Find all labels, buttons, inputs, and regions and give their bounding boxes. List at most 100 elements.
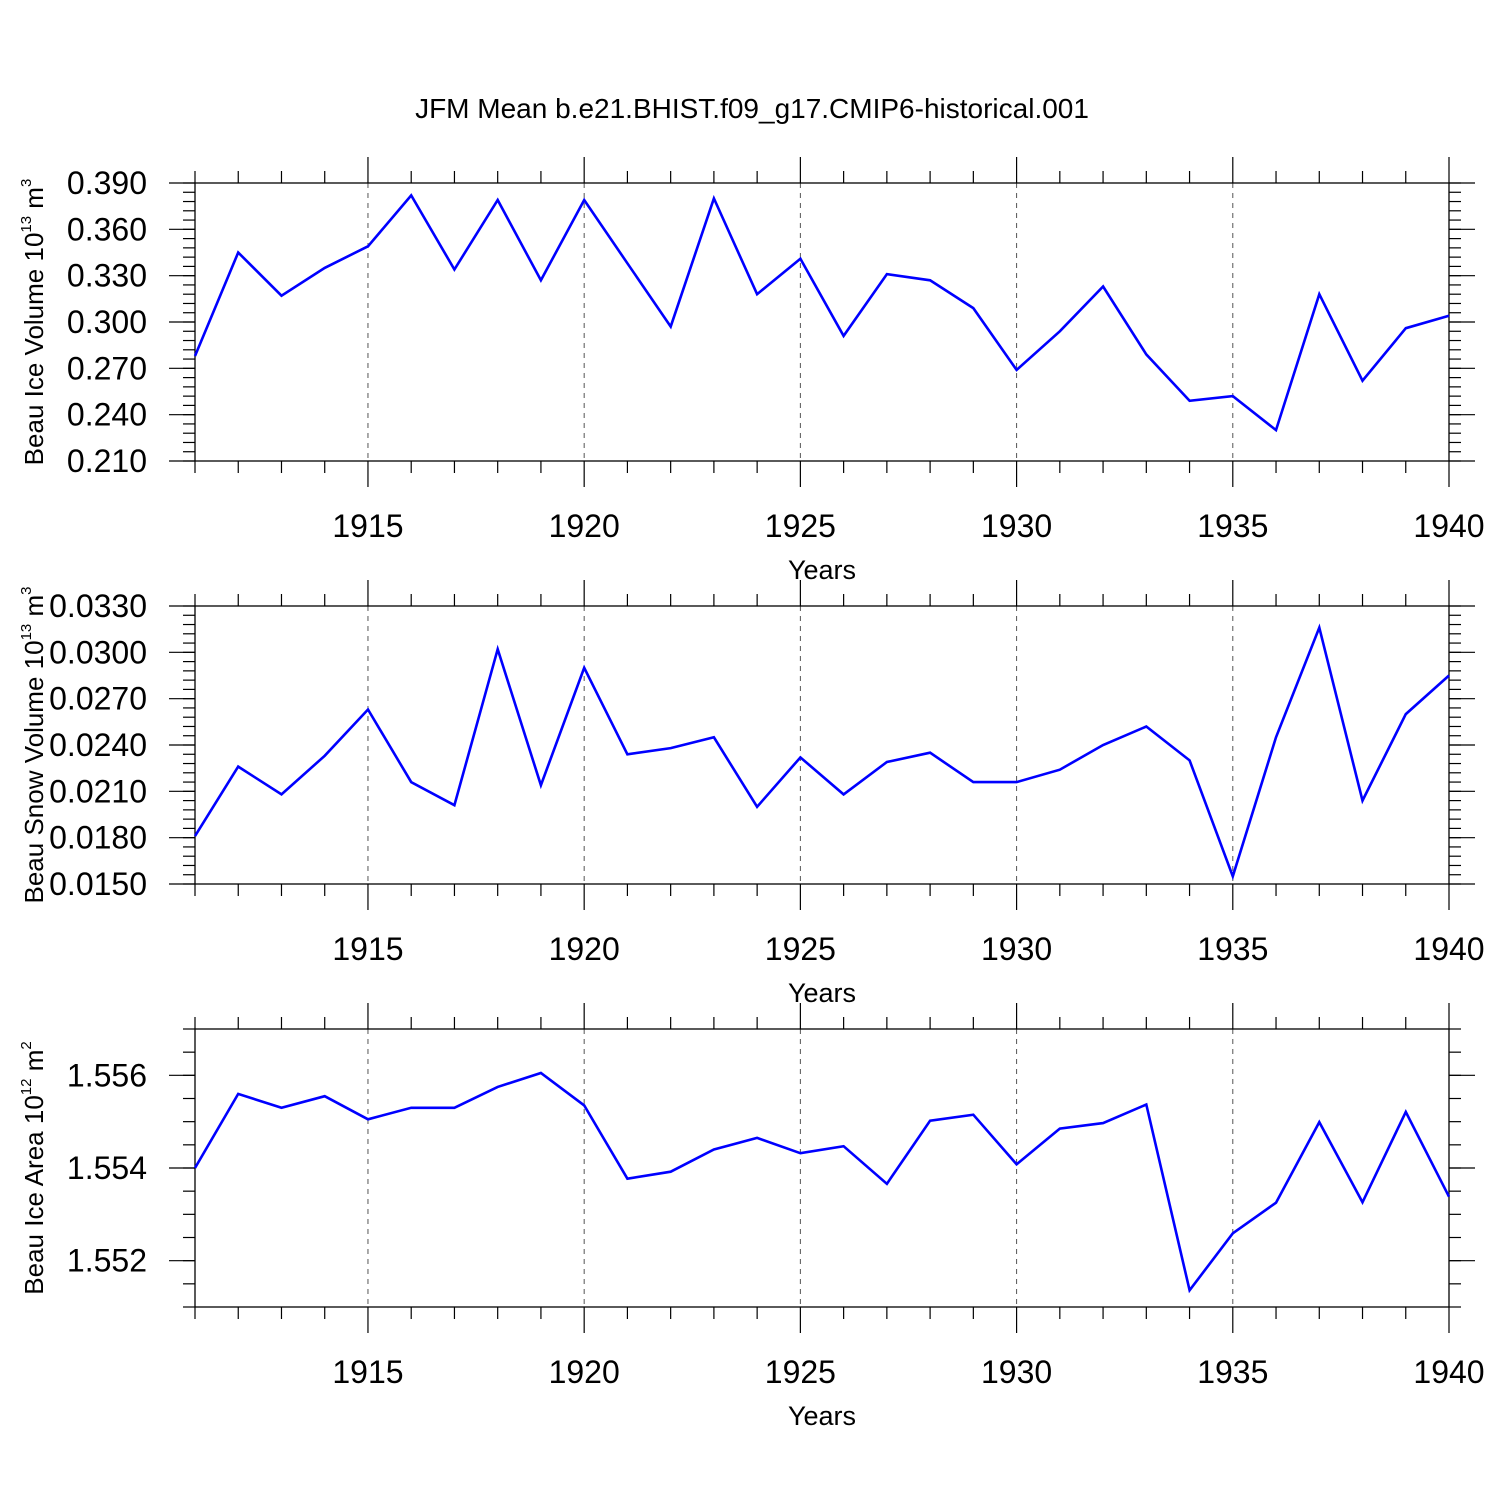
data-point [842,793,844,795]
data-point [1448,1196,1450,1198]
data-point [1059,330,1061,332]
data-point [194,355,196,357]
data-point [1361,1201,1363,1203]
x-tick-label: 1925 [765,508,836,544]
data-point [237,765,239,767]
data-point [496,199,498,201]
data-point [1015,369,1017,371]
y-axis-label-exponent: 13 [18,624,35,641]
x-tick-label: 1925 [765,931,836,967]
data-point [324,755,326,757]
data-point [1405,1111,1407,1113]
data-point [1275,429,1277,431]
y-axis-label-unit-exponent: 3 [18,179,35,187]
y-axis-label-main: Beau Ice Area 10 [19,1095,49,1294]
data-point [1188,400,1190,402]
data-point [540,1072,542,1074]
data-point [496,648,498,650]
x-tick-label: 1920 [549,508,620,544]
data-point [367,708,369,710]
x-tick-label: 1930 [981,508,1052,544]
series-line [193,1071,1451,1294]
x-tick-label: 1915 [332,508,403,544]
y-tick-label: 0.330 [67,258,147,294]
data-point [972,1114,974,1116]
x-tick-label: 1940 [1413,508,1484,544]
data-point [583,199,585,201]
data-point [1145,725,1147,727]
y-axis-label-unit: m [19,187,49,216]
data-point [1232,1232,1234,1234]
data-point [929,752,931,754]
data-point [410,194,412,196]
data-point [799,257,801,259]
data-point [367,1118,369,1120]
x-axis-label: Years [788,555,856,585]
chart-title: JFM Mean b.e21.BHIST.f09_g17.CMIP6-histo… [415,93,1089,124]
data-point [367,245,369,247]
data-point [237,1093,239,1095]
data-point [453,804,455,806]
data-point [1318,1121,1320,1123]
data-point [1145,1103,1147,1105]
y-tick-label: 0.360 [67,211,147,247]
data-point [194,835,196,837]
x-tick-label: 1940 [1413,1354,1484,1390]
y-axis-label-unit-exponent: 3 [18,587,35,595]
data-point [669,747,671,749]
data-point [410,1107,412,1109]
data-point [1275,736,1277,738]
data-point [1102,1122,1104,1124]
series-line [193,193,1450,433]
data-point [713,1148,715,1150]
data-point [626,753,628,755]
y-tick-label: 0.300 [67,304,147,340]
plot-frame [194,1028,1450,1308]
y-tick-label: 1.552 [67,1243,147,1279]
x-tick-label: 1915 [332,1354,403,1390]
x-tick-label: 1915 [332,931,403,967]
data-point [1318,626,1320,628]
data-point [1015,1163,1017,1165]
data-point [1188,759,1190,761]
x-tick-label: 1935 [1197,931,1268,967]
data-point [886,1183,888,1185]
data-point [886,761,888,763]
data-point [756,806,758,808]
y-axis-label-unit-exponent: 2 [18,1041,35,1049]
data-point [669,1171,671,1173]
data-point [1059,769,1061,771]
data-point [280,1107,282,1109]
data-point [756,293,758,295]
data-point [410,781,412,783]
y-axis-label: Beau Snow Volume 1013 m3 [18,587,49,904]
y-axis-label-main: Beau Snow Volume 10 [19,640,49,903]
x-tick-label: 1930 [981,931,1052,967]
data-point [237,251,239,253]
data-point [1145,353,1147,355]
data-point [1188,1289,1190,1291]
y-axis-label-unit: m [19,595,49,624]
y-tick-label: 0.0150 [49,866,147,902]
data-point [842,1145,844,1147]
data-point [1059,1127,1061,1129]
data-point [583,667,585,669]
y-tick-label: 0.0210 [49,773,147,809]
x-tick-label: 1935 [1197,1354,1268,1390]
panel-ice-area: 1.552 1.554 1.556 1915 1920 1925 1930 1935 1940 Y… [18,1003,1485,1431]
data-point [929,1120,931,1122]
panel-ice-volume: 0.210 0.240 0.270 0.300 0.330 0.360 0.390 1915 1… [18,157,1485,585]
data-point [1232,395,1234,397]
data-point [1318,293,1320,295]
data-point [1102,285,1104,287]
x-tick-label: 1920 [549,1354,620,1390]
y-tick-label: 0.0300 [49,634,147,670]
y-axis-label: Beau Ice Area 1012 m2 [18,1041,49,1294]
y-tick-label: 0.390 [67,165,147,201]
x-tick-label: 1930 [981,1354,1052,1390]
data-point [972,781,974,783]
data-point [669,325,671,327]
y-tick-label: 0.270 [67,350,147,386]
